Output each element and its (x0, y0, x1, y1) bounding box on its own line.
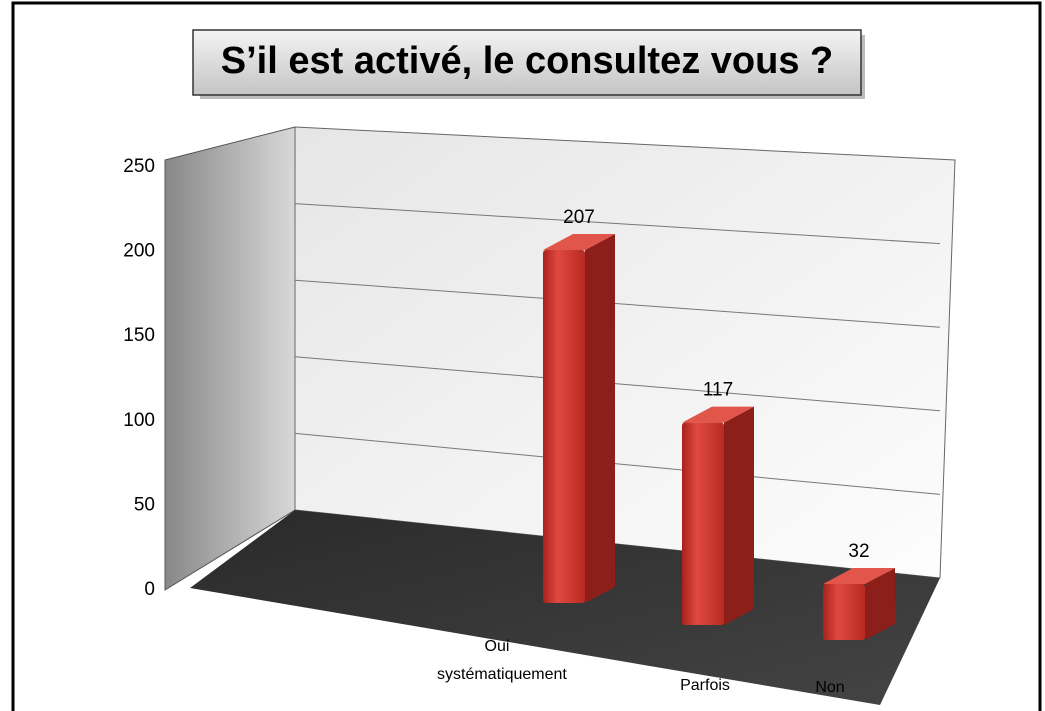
x-tick-label: Non (815, 679, 845, 696)
frame (11, 1, 1042, 711)
y-tick-label: 150 (123, 325, 155, 346)
y-tick-label: 250 (123, 156, 155, 177)
y-tick-label: 50 (134, 494, 155, 515)
left-wall (164, 126, 296, 591)
bar (682, 406, 754, 625)
grid-line (294, 279, 941, 328)
bar-top (682, 406, 754, 423)
chart-title: S’il est activé, le consultez vous ? (221, 40, 833, 82)
x-tick-label: Oui systématiquement (437, 638, 567, 683)
bar-front (543, 250, 585, 603)
bar-front (682, 422, 724, 625)
bar (823, 568, 895, 640)
y-tick-label: 200 (123, 241, 155, 262)
x-tick-label: Parfois (680, 677, 730, 694)
back-wall (294, 126, 956, 579)
grid-line (294, 203, 941, 245)
bar-side (724, 406, 754, 625)
bar-front (823, 584, 865, 640)
y-tick-label: 0 (144, 579, 155, 600)
y-tick-label: 100 (123, 410, 155, 431)
bar-side (585, 234, 615, 603)
grid-line (294, 432, 941, 495)
data-label: 117 (703, 380, 733, 401)
data-label: 207 (563, 207, 595, 228)
bar (543, 234, 615, 603)
data-label: 32 (848, 541, 869, 562)
title-box (192, 29, 862, 96)
grid-line (294, 356, 941, 412)
bar-top (543, 234, 615, 250)
bar-top (823, 568, 895, 585)
bar-side (865, 568, 895, 640)
